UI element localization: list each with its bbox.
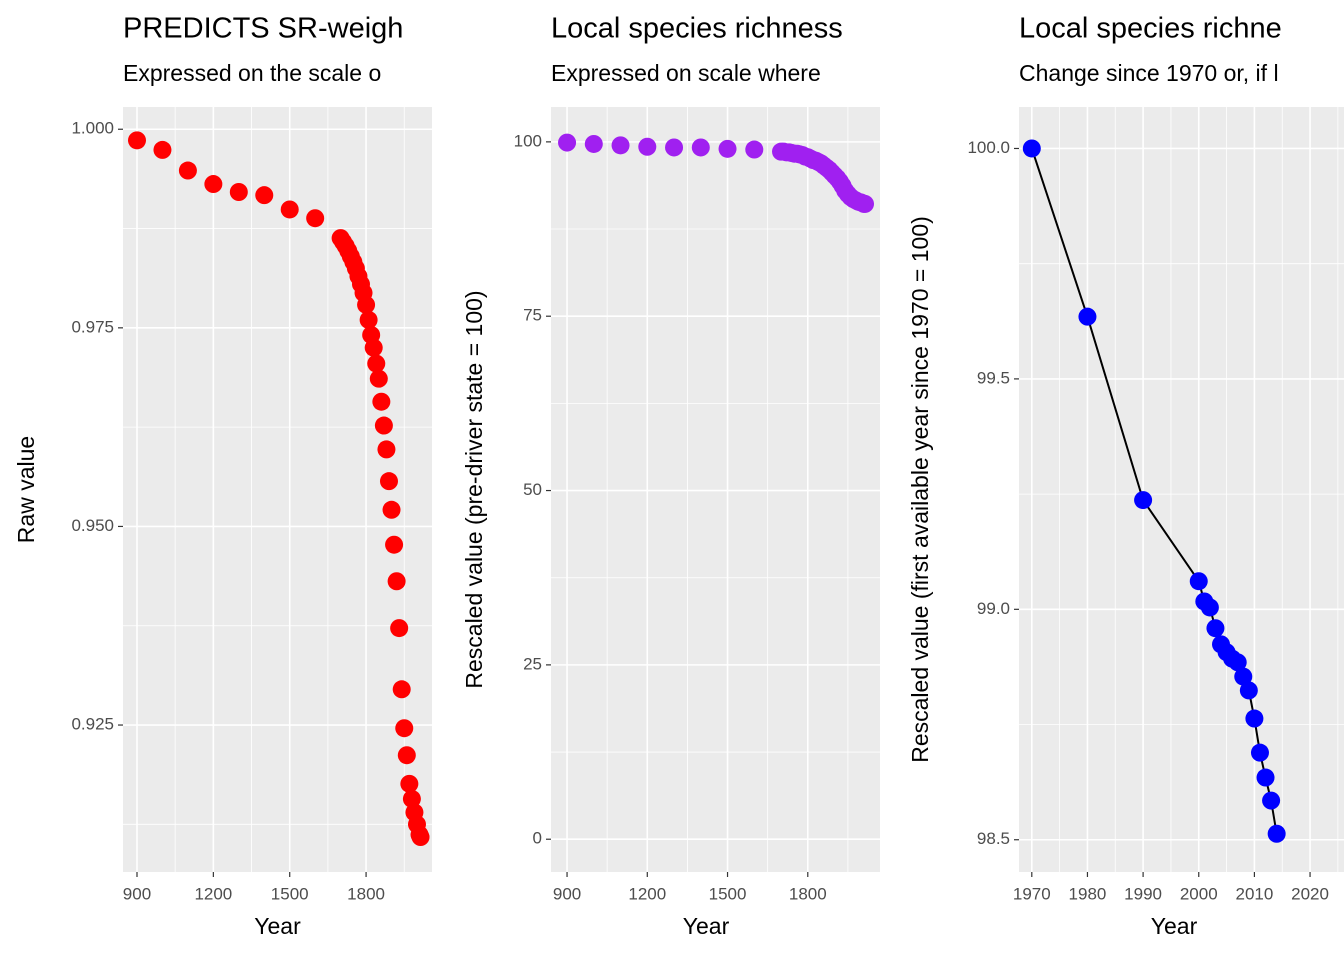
point — [400, 774, 419, 793]
x-tick-label: 1200 — [628, 884, 666, 903]
x-tick-label: 1980 — [1069, 884, 1107, 903]
y-tick-label: 25 — [523, 654, 542, 673]
x-tick-label: 1800 — [789, 884, 827, 903]
x-axis-title: Year — [1151, 913, 1198, 939]
x-tick-label: 2000 — [1180, 884, 1218, 903]
y-tick-label: 0.925 — [71, 715, 114, 734]
point — [204, 175, 223, 194]
y-tick-label: 50 — [523, 480, 542, 499]
point — [127, 131, 146, 150]
chart-subtitle: Expressed on the scale o — [123, 60, 381, 86]
point — [372, 392, 391, 411]
x-tick-label: 2010 — [1235, 884, 1273, 903]
x-tick-label: 1800 — [347, 884, 385, 903]
x-tick-label: 1500 — [271, 884, 309, 903]
point — [402, 789, 421, 808]
y-axis-title: Rescaled value (pre-driver state = 100) — [461, 290, 487, 688]
point — [280, 200, 299, 219]
point — [392, 680, 411, 699]
point — [374, 416, 393, 435]
chart-subtitle: Change since 1970 or, if l — [1019, 60, 1279, 86]
point — [1245, 709, 1264, 728]
point — [382, 500, 401, 519]
point — [411, 828, 430, 847]
plot-background — [123, 107, 432, 872]
x-axis-title: Year — [254, 913, 301, 939]
point — [1234, 667, 1253, 686]
x-tick-label: 2020 — [1291, 884, 1329, 903]
y-tick-label: 75 — [523, 306, 542, 325]
point — [153, 140, 172, 159]
point — [745, 140, 764, 159]
point — [1228, 653, 1247, 672]
point — [178, 161, 197, 180]
y-tick-label: 98.5 — [977, 829, 1010, 848]
point — [638, 137, 657, 156]
point — [691, 138, 710, 157]
point — [665, 138, 684, 157]
point — [1134, 491, 1153, 510]
point — [367, 354, 386, 373]
point — [229, 183, 248, 201]
point — [611, 136, 630, 155]
x-tick-label: 900 — [553, 884, 581, 903]
y-tick-label: 99.0 — [977, 599, 1010, 618]
point — [385, 535, 404, 554]
y-tick-label: 0.950 — [71, 516, 114, 535]
panel: Local species richness Expressed on scale… — [461, 13, 880, 939]
point — [395, 719, 414, 738]
panel: Local species richne Change since 1970 or… — [907, 13, 1344, 939]
x-tick-label: 900 — [123, 884, 151, 903]
x-tick-label: 1970 — [1013, 884, 1051, 903]
y-tick-label: 100.0 — [967, 138, 1010, 157]
point — [1267, 824, 1286, 843]
point — [1078, 307, 1097, 326]
y-axis-title: Raw value — [13, 436, 39, 543]
y-tick-label: 100 — [514, 131, 542, 150]
point — [377, 440, 396, 459]
x-tick-label: 1990 — [1124, 884, 1162, 903]
y-tick-label: 99.5 — [977, 368, 1010, 387]
point — [1250, 743, 1269, 762]
y-axis-title: Rescaled value (first available year sin… — [907, 216, 933, 763]
chart-title: PREDICTS SR-weigh — [123, 13, 403, 45]
point — [1262, 791, 1281, 810]
chart-subtitle: Expressed on scale where — [551, 60, 821, 86]
x-tick-label: 1500 — [709, 884, 747, 903]
point — [718, 139, 737, 158]
point — [584, 134, 603, 153]
plot-background — [551, 107, 880, 872]
point — [255, 186, 274, 205]
point — [387, 572, 406, 591]
point — [357, 295, 376, 314]
plot-background — [1019, 107, 1344, 872]
y-tick-label: 1.000 — [71, 119, 114, 138]
point — [1200, 598, 1219, 617]
point — [1239, 681, 1258, 700]
point — [306, 209, 325, 228]
point — [359, 310, 378, 329]
point — [369, 369, 388, 388]
y-tick-label: 0 — [533, 829, 542, 848]
point — [1206, 619, 1225, 638]
x-tick-label: 1200 — [194, 884, 232, 903]
chart-title: Local species richne — [1019, 13, 1282, 45]
point — [1022, 139, 1041, 158]
panel: PREDICTS SR-weigh Expressed on the scale … — [13, 13, 432, 939]
point — [390, 619, 409, 638]
y-tick-label: 0.975 — [71, 317, 114, 336]
chart-title: Local species richness — [551, 13, 843, 45]
point — [397, 746, 416, 765]
point — [856, 194, 875, 213]
point — [1189, 572, 1208, 591]
x-axis-title: Year — [683, 913, 730, 939]
point — [558, 133, 577, 152]
point — [1256, 768, 1275, 787]
point — [379, 472, 398, 491]
point — [364, 338, 383, 357]
